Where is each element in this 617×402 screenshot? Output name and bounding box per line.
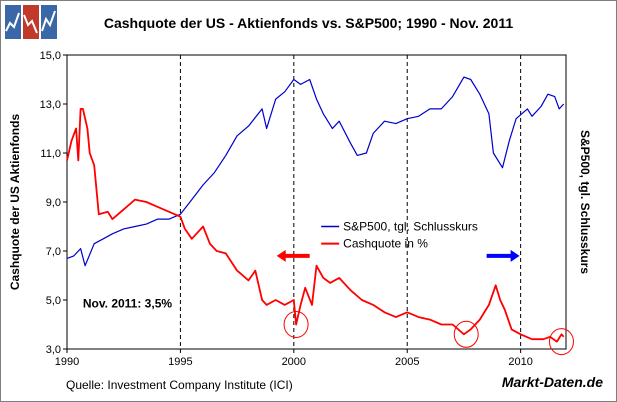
y2-axis-title: S&P500, tgl. Schlusskurs xyxy=(578,130,592,274)
logo-icon xyxy=(5,5,57,39)
x-tick-label: 1995 xyxy=(168,356,192,368)
x-tick-label: 2005 xyxy=(395,356,419,368)
y-tick-label: 7,0 xyxy=(46,246,61,258)
legend-label-sp500: S&P500, tgl. Schlusskurs xyxy=(343,220,478,234)
x-tick-label: 1990 xyxy=(55,356,79,368)
y-tick-label: 5,0 xyxy=(46,295,61,307)
chart-title: Cashquote der US - Aktienfonds vs. S&P50… xyxy=(103,15,514,31)
x-tick-label: 2000 xyxy=(282,356,306,368)
y-tick-label: 9,0 xyxy=(46,197,61,209)
y-tick-label: 13,0 xyxy=(40,99,61,111)
y-tick-label: 3,0 xyxy=(46,344,61,356)
highlight-circle xyxy=(283,311,309,338)
annotation-nov-2011: Nov. 2011: 3,5% xyxy=(83,296,172,310)
y-tick-label: 15,0 xyxy=(40,50,61,62)
plot-area xyxy=(66,54,567,350)
legend-label-cash: Cashquote in % xyxy=(343,237,428,251)
brand-label: Markt-Daten.de xyxy=(501,374,603,390)
series-line-sp500 xyxy=(66,76,565,267)
source-note: Quelle: Investment Company Institute (IC… xyxy=(66,378,293,392)
y-axis-title: Cashquote der US Aktienfonds xyxy=(8,114,22,291)
highlight-circle xyxy=(453,320,479,348)
arrow-left-icon xyxy=(276,249,310,262)
y-tick-label: 11,0 xyxy=(40,148,61,160)
x-tick-label: 2010 xyxy=(508,356,532,368)
series-line-cashquote xyxy=(66,108,565,343)
highlight-circle xyxy=(548,328,574,356)
arrow-right-icon xyxy=(486,249,520,262)
